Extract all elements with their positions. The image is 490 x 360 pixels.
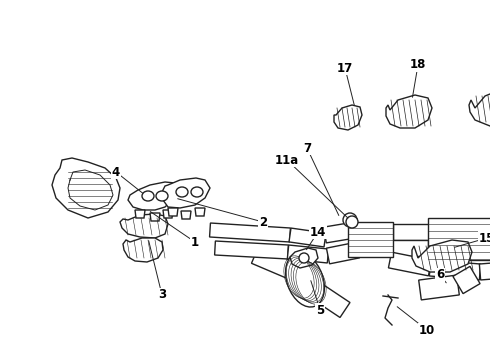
Text: 5: 5 — [316, 303, 324, 316]
Ellipse shape — [156, 191, 168, 201]
Polygon shape — [469, 88, 490, 126]
Text: 11a: 11a — [275, 153, 299, 166]
Text: 4: 4 — [112, 166, 120, 179]
Ellipse shape — [142, 191, 154, 201]
Ellipse shape — [286, 253, 324, 307]
Bar — [428, 218, 490, 260]
Text: 3: 3 — [158, 288, 166, 302]
Polygon shape — [418, 275, 459, 300]
Ellipse shape — [191, 187, 203, 197]
Text: 14: 14 — [310, 225, 326, 238]
Polygon shape — [324, 222, 356, 243]
Text: 2: 2 — [259, 216, 267, 229]
Text: 10: 10 — [419, 324, 435, 337]
Text: 17: 17 — [337, 62, 353, 75]
Polygon shape — [123, 238, 163, 262]
Polygon shape — [162, 178, 210, 208]
Polygon shape — [210, 223, 291, 242]
Ellipse shape — [343, 213, 357, 227]
Polygon shape — [135, 210, 145, 218]
Polygon shape — [453, 266, 480, 294]
Polygon shape — [195, 208, 205, 216]
Text: 6: 6 — [436, 269, 444, 282]
Polygon shape — [429, 260, 481, 280]
Polygon shape — [334, 105, 362, 130]
Polygon shape — [128, 182, 178, 210]
Polygon shape — [52, 158, 120, 218]
Polygon shape — [412, 240, 472, 272]
Polygon shape — [326, 242, 360, 264]
Polygon shape — [310, 283, 350, 318]
Text: 1: 1 — [191, 235, 199, 248]
Polygon shape — [168, 208, 178, 216]
Polygon shape — [389, 252, 432, 276]
Polygon shape — [163, 210, 173, 218]
Polygon shape — [390, 240, 428, 256]
Polygon shape — [251, 247, 298, 280]
Ellipse shape — [346, 216, 358, 228]
Polygon shape — [287, 245, 329, 263]
Text: 15: 15 — [479, 231, 490, 244]
Polygon shape — [393, 224, 430, 240]
Polygon shape — [120, 214, 168, 238]
Polygon shape — [386, 95, 432, 128]
Polygon shape — [150, 213, 160, 221]
Polygon shape — [479, 260, 490, 280]
Polygon shape — [181, 211, 191, 219]
Text: 7: 7 — [303, 141, 311, 154]
Polygon shape — [215, 241, 289, 259]
Ellipse shape — [299, 253, 309, 263]
Polygon shape — [290, 248, 318, 268]
Ellipse shape — [176, 187, 188, 197]
Text: 18: 18 — [410, 58, 426, 72]
Bar — [348, 222, 393, 257]
Polygon shape — [289, 228, 326, 247]
